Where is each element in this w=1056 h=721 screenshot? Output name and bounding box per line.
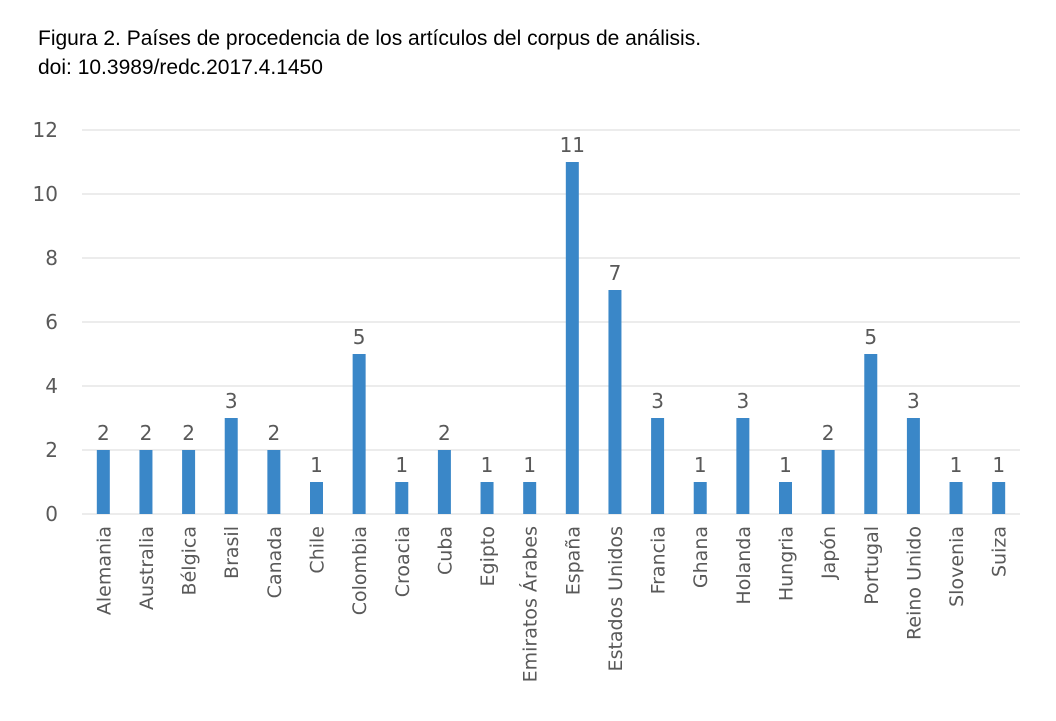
- data-label: 3: [225, 389, 238, 413]
- bar: [693, 482, 707, 514]
- bar: [352, 354, 366, 514]
- data-label: 2: [438, 421, 451, 445]
- x-tick-label: Francia: [648, 526, 670, 594]
- x-tick-label: Reino Unido: [903, 526, 925, 640]
- y-tick-label: 8: [45, 246, 58, 270]
- y-axis-tick-labels: 0 2 4 6 8 10 12: [33, 118, 58, 526]
- y-tick-label: 6: [45, 310, 58, 334]
- x-tick-label: Brasil: [221, 526, 243, 579]
- bar: [224, 418, 238, 514]
- data-label: 2: [182, 421, 195, 445]
- x-tick-label: Emiratos Árabes: [519, 526, 542, 682]
- data-label: 5: [353, 325, 366, 349]
- x-tick-label: España: [562, 526, 584, 595]
- bar: [437, 450, 451, 514]
- y-tick-label: 0: [45, 502, 58, 526]
- bar: [96, 450, 110, 514]
- data-label: 1: [779, 453, 792, 477]
- data-label: 1: [694, 453, 707, 477]
- x-tick-label: Alemania: [93, 526, 115, 615]
- data-label: 7: [609, 261, 622, 285]
- bar: [523, 482, 537, 514]
- bar: [992, 482, 1006, 514]
- x-tick-label: Cuba: [434, 526, 456, 575]
- x-tick-label: Suiza: [989, 526, 1011, 577]
- x-tick-label: Canada: [264, 526, 286, 598]
- data-label: 2: [822, 421, 835, 445]
- data-label: 1: [310, 453, 323, 477]
- x-tick-label: Australia: [136, 526, 158, 610]
- bar: [651, 418, 665, 514]
- gridlines: [82, 129, 1020, 515]
- bar: [949, 482, 963, 514]
- data-label: 2: [267, 421, 280, 445]
- x-tick-label: Japón: [818, 526, 840, 580]
- data-label: 1: [481, 453, 494, 477]
- bar: [310, 482, 323, 514]
- data-label: 2: [140, 421, 153, 445]
- data-label: 3: [736, 389, 749, 413]
- bar: [565, 162, 579, 514]
- bar: [864, 354, 878, 514]
- bar: [821, 450, 835, 514]
- bar: [139, 450, 153, 514]
- data-label: 1: [950, 453, 963, 477]
- x-axis-tick-labels: Alemania Australia Bélgica Brasil Canada Chil…: [93, 526, 1010, 682]
- x-tick-label: Estados Unidos: [605, 526, 627, 671]
- data-label: 2: [97, 421, 110, 445]
- y-tick-label: 2: [45, 438, 58, 462]
- x-tick-label: Egipto: [477, 526, 499, 586]
- bar: [267, 450, 281, 514]
- y-tick-label: 10: [33, 182, 58, 206]
- y-tick-label: 4: [45, 374, 58, 398]
- x-tick-label: Chile: [307, 526, 329, 574]
- bar: [182, 450, 196, 514]
- data-label: 3: [907, 389, 920, 413]
- x-tick-label: Ghana: [690, 526, 712, 588]
- bar: [906, 418, 920, 514]
- figure-caption: Figura 2. Países de procedencia de los a…: [38, 24, 701, 82]
- x-tick-label: Croacia: [392, 526, 414, 597]
- bar: [779, 482, 792, 514]
- x-tick-label: Bélgica: [179, 526, 201, 595]
- bars: [96, 162, 1006, 514]
- data-label: 11: [560, 133, 585, 157]
- bar: [608, 290, 622, 514]
- x-tick-label: Slovenia: [946, 526, 968, 607]
- y-tick-label: 12: [33, 118, 58, 142]
- bar: [395, 482, 409, 514]
- data-label: 1: [523, 453, 536, 477]
- x-tick-label: Hungria: [776, 526, 798, 601]
- x-tick-label: Portugal: [861, 526, 883, 605]
- data-label: 1: [395, 453, 408, 477]
- caption-title: Figura 2. Países de procedencia de los a…: [38, 27, 702, 50]
- data-label: 1: [992, 453, 1005, 477]
- x-tick-label: Colombia: [349, 526, 371, 615]
- x-tick-label: Holanda: [733, 526, 755, 605]
- bar: [480, 482, 494, 514]
- data-label: 3: [651, 389, 664, 413]
- bar: [736, 418, 750, 514]
- data-label: 5: [864, 325, 877, 349]
- caption-doi: doi: 10.3989/redc.2017.4.1450: [38, 56, 323, 79]
